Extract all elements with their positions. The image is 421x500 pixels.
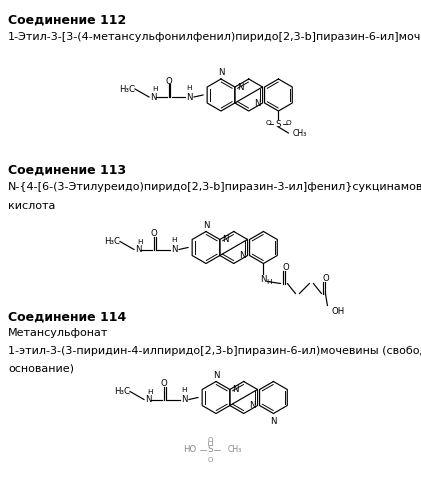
Text: N: N bbox=[249, 401, 256, 410]
Text: N: N bbox=[232, 385, 238, 394]
Text: O: O bbox=[282, 263, 289, 272]
Text: N: N bbox=[237, 82, 243, 92]
Text: HO: HO bbox=[183, 445, 196, 454]
Text: H: H bbox=[147, 388, 153, 394]
Text: N: N bbox=[186, 92, 192, 102]
Text: Соединение 114: Соединение 114 bbox=[8, 311, 126, 324]
Text: N: N bbox=[135, 245, 141, 254]
Text: H: H bbox=[152, 86, 158, 92]
Text: N-{4-[6-(3-Этилуреидо)пиридо[2,3-b]пиразин-3-ил]фенил}сукцинамовая: N-{4-[6-(3-Этилуреидо)пиридо[2,3-b]пираз… bbox=[8, 182, 421, 192]
Text: N: N bbox=[171, 245, 177, 254]
Text: N: N bbox=[150, 92, 157, 102]
Text: CH₃: CH₃ bbox=[293, 128, 306, 138]
Text: N: N bbox=[260, 276, 266, 284]
Text: N: N bbox=[222, 235, 228, 244]
Text: S: S bbox=[276, 120, 281, 129]
Text: O: O bbox=[322, 274, 329, 283]
Text: N: N bbox=[254, 98, 261, 108]
Text: 1-Этил-3-[3-(4-метансульфонилфенил)пиридо[2,3-b]пиразин-6-ил]мочевина: 1-Этил-3-[3-(4-метансульфонилфенил)пирид… bbox=[8, 32, 421, 42]
Text: H: H bbox=[186, 85, 192, 91]
Text: OH: OH bbox=[331, 308, 345, 316]
Text: H: H bbox=[181, 388, 187, 394]
Text: Соединение 113: Соединение 113 bbox=[8, 164, 126, 177]
Text: H: H bbox=[137, 238, 143, 244]
Text: H: H bbox=[266, 278, 272, 284]
Text: H₃C: H₃C bbox=[114, 387, 130, 396]
Text: кислота: кислота bbox=[8, 201, 56, 211]
Text: N: N bbox=[181, 395, 187, 404]
Text: основание): основание) bbox=[8, 364, 74, 374]
Text: O: O bbox=[151, 229, 157, 238]
Text: O: O bbox=[207, 436, 213, 442]
Text: N: N bbox=[239, 251, 245, 260]
Text: S: S bbox=[207, 445, 213, 454]
Text: O: O bbox=[285, 120, 291, 126]
Text: H: H bbox=[171, 238, 177, 244]
Text: N: N bbox=[218, 68, 224, 77]
Text: H₃C: H₃C bbox=[104, 237, 120, 246]
Text: Метансульфонат: Метансульфонат bbox=[8, 328, 108, 338]
Text: Соединение 112: Соединение 112 bbox=[8, 14, 126, 27]
Text: O: O bbox=[165, 76, 172, 86]
Text: N: N bbox=[270, 418, 277, 426]
Text: CH₃: CH₃ bbox=[228, 445, 242, 454]
Text: N: N bbox=[203, 220, 209, 230]
Text: 1-этил-3-(3-пиридин-4-илпиридо[2,3-b]пиразин-6-ил)мочевины (свободное: 1-этил-3-(3-пиридин-4-илпиридо[2,3-b]пир… bbox=[8, 346, 421, 356]
Text: O: O bbox=[161, 379, 168, 388]
Text: N: N bbox=[145, 395, 152, 404]
Text: N: N bbox=[213, 370, 219, 380]
Text: H₃C: H₃C bbox=[119, 84, 135, 94]
Text: O: O bbox=[207, 456, 213, 462]
Text: O: O bbox=[266, 120, 271, 126]
